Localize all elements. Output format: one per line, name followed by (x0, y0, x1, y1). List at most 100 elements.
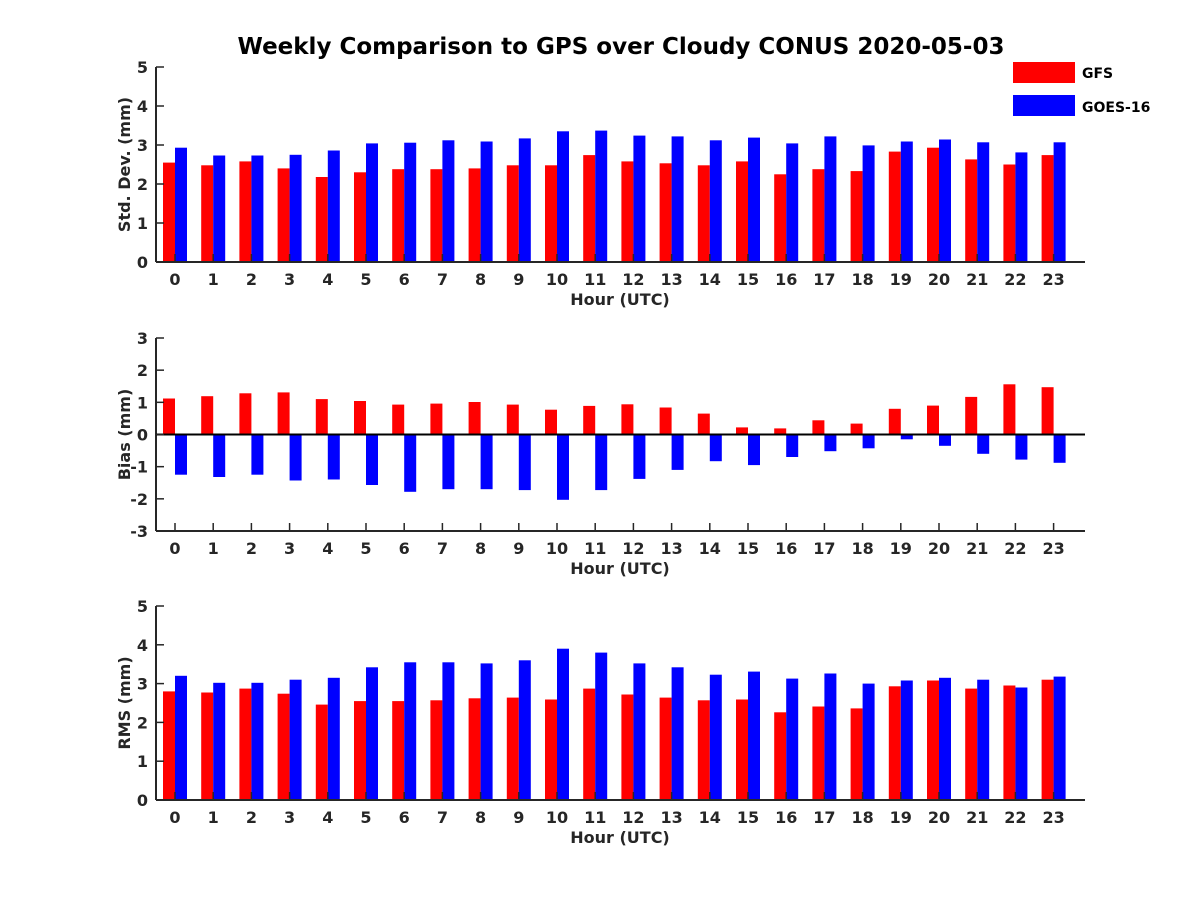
rms-x-tick-label: 11 (584, 808, 606, 827)
rms-bar-gfs-4 (315, 704, 328, 800)
std-dev-x-tick-label: 17 (813, 270, 835, 289)
rms-bar-goes16-21 (977, 679, 990, 800)
rms-x-tick-label: 16 (775, 808, 797, 827)
std-dev-bar-gfs-5 (354, 172, 366, 262)
std-dev-x-tick-label: 1 (208, 270, 219, 289)
rms-bar-gfs-16 (774, 712, 787, 800)
std-dev-y-tick-label: 4 (137, 97, 148, 116)
bias-bar-goes16-5 (366, 434, 378, 485)
rms-bar-gfs-5 (354, 701, 366, 800)
bias-bar-gfs-2 (239, 393, 252, 435)
bias-x-tick-label: 11 (584, 539, 606, 558)
rms-x-tick-label: 13 (660, 808, 682, 827)
std-dev-x-tick-label: 8 (475, 270, 486, 289)
std-dev-bar-goes16-23 (1053, 142, 1066, 262)
rms-bar-goes16-1 (213, 682, 226, 800)
std-dev-x-tick-label: 0 (169, 270, 180, 289)
rms-bar-goes16-3 (289, 679, 302, 800)
bias-bar-gfs-8 (468, 402, 481, 435)
bias-y-tick-label: 3 (137, 329, 148, 348)
bias-x-tick-label: 5 (360, 539, 371, 558)
bias-bar-gfs-22 (1003, 384, 1016, 435)
std-dev-x-tick-label: 20 (928, 270, 950, 289)
bias-bar-gfs-21 (965, 396, 978, 435)
bias-bar-goes16-16 (786, 434, 799, 457)
rms-bar-gfs-18 (850, 708, 863, 800)
bias-bar-gfs-23 (1041, 387, 1054, 435)
rms-bar-gfs-15 (736, 699, 748, 800)
rms-y-tick-label: 0 (137, 791, 148, 810)
rms-x-tick-label: 8 (475, 808, 486, 827)
std-dev-x-tick-label: 23 (1042, 270, 1064, 289)
rms-bar-goes16-16 (786, 678, 799, 800)
std-dev-bar-gfs-9 (506, 165, 519, 262)
rms-x-tick-label: 21 (966, 808, 988, 827)
rms-bar-goes16-18 (862, 683, 875, 800)
std-dev-bar-gfs-7 (430, 169, 443, 262)
rms-bar-gfs-9 (506, 697, 519, 800)
rms-bar-gfs-20 (927, 680, 939, 800)
bias-bar-gfs-13 (659, 407, 672, 435)
bias-bar-gfs-10 (545, 409, 557, 435)
legend-swatch-gfs (1013, 62, 1075, 83)
std-dev-bar-gfs-1 (201, 165, 214, 262)
std-dev-bar-gfs-3 (277, 168, 290, 262)
bias-x-tick-label: 22 (1004, 539, 1026, 558)
bias-bar-goes16-10 (557, 434, 569, 500)
rms-x-tick-label: 23 (1042, 808, 1064, 827)
rms-bar-gfs-0 (163, 691, 175, 800)
std-dev-bar-gfs-13 (659, 163, 672, 262)
bias-y-tick-label: -3 (130, 522, 148, 541)
bias-bar-gfs-19 (888, 408, 901, 435)
bias-x-tick-label: 6 (399, 539, 410, 558)
rms-bar-goes16-4 (327, 677, 340, 800)
rms-bar-gfs-11 (583, 688, 596, 800)
std-dev-x-tick-label: 9 (513, 270, 524, 289)
bias-x-tick-label: 21 (966, 539, 988, 558)
rms-x-tick-label: 17 (813, 808, 835, 827)
rms-x-tick-label: 18 (851, 808, 873, 827)
bias-bar-gfs-9 (506, 404, 519, 435)
std-dev-x-tick-label: 6 (399, 270, 410, 289)
std-dev-bar-goes16-13 (671, 136, 684, 262)
bias-y-tick-label: -1 (130, 458, 148, 477)
rms-x-tick-label: 3 (284, 808, 295, 827)
bias-bar-goes16-8 (480, 434, 493, 490)
std-dev-bar-goes16-20 (939, 139, 951, 262)
rms-y-tick-label: 2 (137, 713, 148, 732)
std-dev-bar-goes16-3 (289, 154, 302, 263)
rms-x-tick-label: 7 (437, 808, 448, 827)
std-dev-bar-gfs-18 (850, 171, 863, 262)
std-dev-bar-gfs-4 (315, 177, 328, 262)
rms-bar-gfs-7 (430, 700, 443, 800)
bias-bar-goes16-4 (327, 434, 340, 480)
bias-bar-goes16-19 (900, 434, 913, 440)
bias-x-tick-label: 18 (851, 539, 873, 558)
std-dev-x-tick-label: 14 (699, 270, 721, 289)
std-dev-x-tick-label: 10 (546, 270, 568, 289)
rms-bar-goes16-12 (633, 663, 646, 800)
rms-bar-goes16-15 (748, 671, 760, 800)
bias-y-tick-label: -2 (130, 490, 148, 509)
rms-bar-goes16-14 (709, 674, 722, 800)
std-dev-x-tick-label: 16 (775, 270, 797, 289)
bias-x-tick-label: 7 (437, 539, 448, 558)
std-dev-bar-goes16-9 (518, 138, 531, 262)
rms-bar-gfs-14 (697, 700, 710, 800)
bias-x-tick-label: 17 (813, 539, 835, 558)
std-dev-bar-goes16-19 (900, 141, 913, 262)
rms-bar-gfs-23 (1041, 679, 1054, 800)
bias-x-tick-label: 15 (737, 539, 759, 558)
rms-bar-gfs-2 (239, 688, 252, 800)
bias-y-tick-label: 2 (137, 361, 148, 380)
std-dev-bar-goes16-16 (786, 143, 799, 262)
rms-x-tick-label: 14 (699, 808, 721, 827)
rms-x-tick-label: 0 (169, 808, 180, 827)
bias-bar-gfs-6 (392, 404, 405, 435)
bias-bar-gfs-16 (774, 428, 787, 435)
std-dev-x-tick-label: 12 (622, 270, 644, 289)
bias-bar-goes16-1 (213, 434, 226, 477)
bias-bar-goes16-23 (1053, 434, 1066, 463)
